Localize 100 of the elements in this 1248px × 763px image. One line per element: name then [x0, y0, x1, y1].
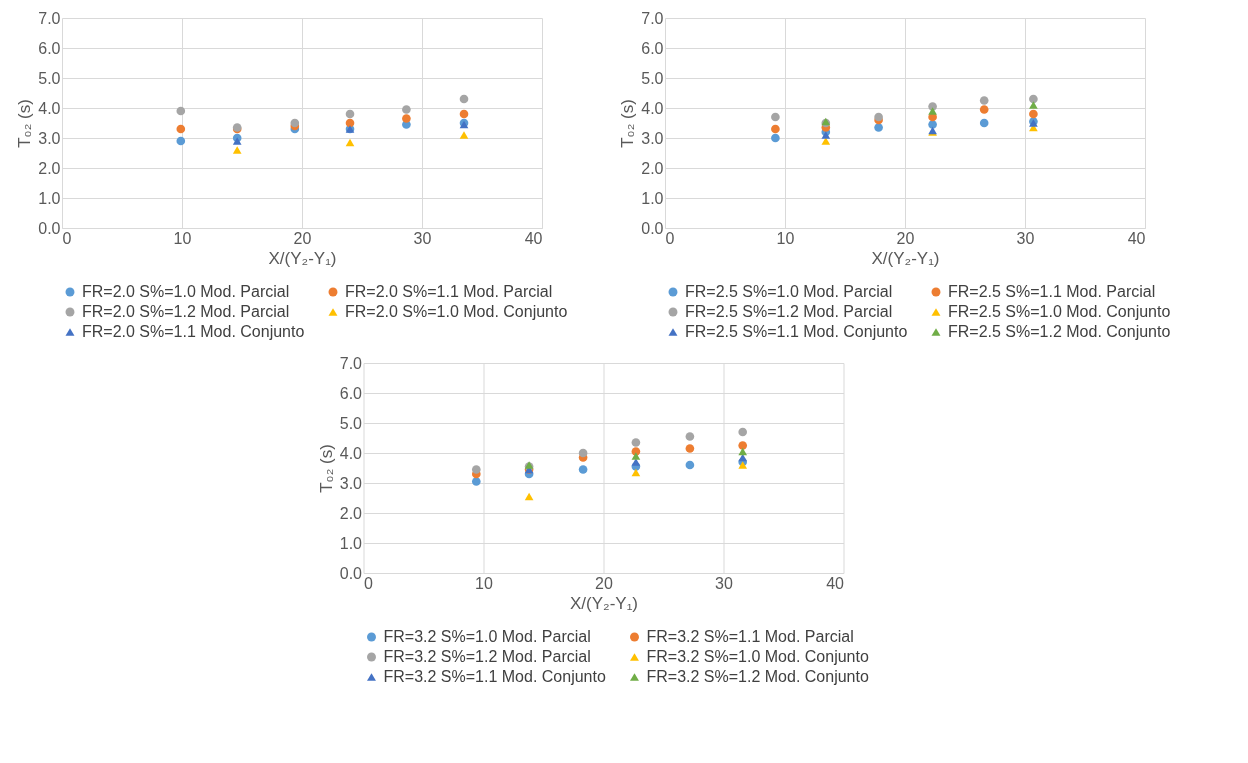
point — [631, 438, 641, 447]
x-tick-label: 30 — [715, 574, 733, 592]
y-tick-label: 3.0 — [641, 129, 664, 147]
y-tick-label: 7.0 — [38, 9, 61, 27]
x-tick-label: 0 — [364, 574, 373, 592]
x-tick-label: 30 — [413, 229, 432, 247]
x-tick-label: 40 — [524, 229, 543, 247]
x-tick-label: 0 — [665, 229, 675, 247]
point — [471, 477, 481, 486]
point — [685, 460, 695, 470]
point — [459, 131, 469, 139]
point — [771, 133, 780, 143]
point — [685, 444, 695, 453]
legend-label: FR=3.2 S%=1.0 Mod. Parcial — [383, 628, 591, 645]
legend-label: FR=2.0 S%=1.0 Mod. Parcial — [82, 283, 290, 300]
y-axis-title: T₀₂ (s) — [316, 444, 336, 493]
legend-label: FR=2.5 S%=1.0 Mod. Parcial — [685, 283, 893, 300]
y-tick-label: 4.0 — [38, 99, 61, 117]
point — [471, 465, 481, 474]
y-tick-label: 0.0 — [641, 219, 664, 237]
y-tick-label: 6.0 — [641, 39, 664, 57]
point — [1029, 101, 1038, 109]
point — [578, 465, 588, 474]
x-axis-title: X/(Y₂-Y₁) — [569, 593, 639, 613]
point — [402, 114, 411, 123]
point — [176, 136, 186, 146]
legend-label: FR=2.5 S%=1.2 Mod. Parcial — [685, 303, 893, 320]
x-tick-label: 30 — [1016, 229, 1035, 247]
y-tick-label: 1.0 — [641, 189, 664, 207]
x-axis-title: X/(Y₂-Y₁) — [268, 248, 337, 268]
point — [979, 118, 989, 128]
point — [928, 107, 937, 115]
point — [821, 131, 831, 139]
x-tick-label: 10 — [776, 229, 795, 247]
y-tick-label: 0.0 — [38, 219, 61, 237]
point — [176, 124, 186, 134]
y-tick-label: 0.0 — [339, 564, 363, 582]
point — [578, 448, 588, 458]
point — [771, 124, 780, 134]
y-tick-label: 6.0 — [339, 384, 363, 402]
y-tick-label: 1.0 — [339, 534, 363, 552]
point — [1029, 109, 1038, 119]
point — [874, 123, 883, 132]
y-tick-label: 6.0 — [38, 39, 61, 57]
point — [631, 458, 641, 466]
point — [402, 105, 411, 114]
x-tick-label: 20 — [896, 229, 915, 247]
legend-label: FR=3.2 S%=1.1 Mod. Conjunto — [383, 668, 606, 685]
y-tick-label: 7.0 — [641, 9, 664, 27]
y-tick-label: 1.0 — [38, 189, 61, 207]
point — [738, 427, 748, 437]
point — [685, 432, 695, 441]
y-tick-label: 4.0 — [339, 444, 363, 462]
legend-label: FR=2.0 S%=1.0 Mod. Conjunto — [345, 303, 568, 320]
y-axis-title: T₀₂ (s) — [15, 99, 35, 148]
legend-label: FR=3.2 S%=1.0 Mod. Conjunto — [646, 648, 869, 665]
legend-label: FR=2.0 S%=1.2 Mod. Parcial — [82, 303, 290, 320]
x-tick-label: 10 — [475, 574, 493, 592]
point — [979, 96, 989, 105]
y-tick-label: 2.0 — [38, 159, 61, 177]
x-tick-label: 20 — [595, 574, 613, 592]
y-tick-label: 7.0 — [339, 354, 363, 372]
point — [631, 452, 641, 460]
y-tick-label: 2.0 — [339, 504, 363, 522]
y-tick-label: 3.0 — [38, 129, 61, 147]
legend-label: FR=3.2 S%=1.1 Mod. Parcial — [646, 628, 854, 645]
point — [738, 461, 748, 469]
x-tick-label: 20 — [293, 229, 312, 247]
legend-label: FR=2.5 S%=1.2 Mod. Conjunto — [948, 323, 1171, 340]
legend-label: FR=3.2 S%=1.2 Mod. Conjunto — [646, 668, 869, 685]
point — [232, 146, 242, 154]
legend-label: FR=2.5 S%=1.1 Mod. Parcial — [948, 283, 1156, 300]
point — [176, 106, 186, 116]
point — [345, 138, 355, 147]
y-tick-label: 3.0 — [339, 474, 363, 492]
y-tick-label: 2.0 — [641, 159, 664, 177]
x-tick-label: 10 — [173, 229, 192, 247]
y-axis-title: T₀₂ (s) — [618, 99, 638, 148]
x-tick-label: 40 — [1127, 229, 1146, 247]
y-tick-label: 5.0 — [339, 414, 363, 432]
point — [1029, 94, 1038, 104]
legend-label: FR=2.5 S%=1.0 Mod. Conjunto — [948, 303, 1171, 320]
x-tick-label: 40 — [826, 574, 845, 592]
legend-label: FR=2.5 S%=1.1 Mod. Conjunto — [685, 323, 908, 340]
point — [771, 112, 780, 122]
x-axis-title: X/(Y₂-Y₁) — [871, 248, 940, 268]
legend-label: FR=3.2 S%=1.2 Mod. Parcial — [383, 648, 591, 665]
legend-label: FR=2.0 S%=1.1 Mod. Parcial — [345, 283, 553, 300]
x-tick-label: 0 — [62, 229, 72, 247]
point — [232, 137, 242, 145]
point — [524, 492, 534, 501]
y-tick-label: 5.0 — [641, 69, 664, 87]
point — [631, 468, 641, 477]
legend-label: FR=2.0 S%=1.1 Mod. Conjunto — [82, 323, 305, 340]
y-tick-label: 4.0 — [641, 99, 664, 117]
point — [979, 105, 989, 114]
point — [738, 441, 748, 450]
point — [928, 120, 937, 129]
point — [821, 137, 831, 145]
point — [738, 447, 748, 456]
